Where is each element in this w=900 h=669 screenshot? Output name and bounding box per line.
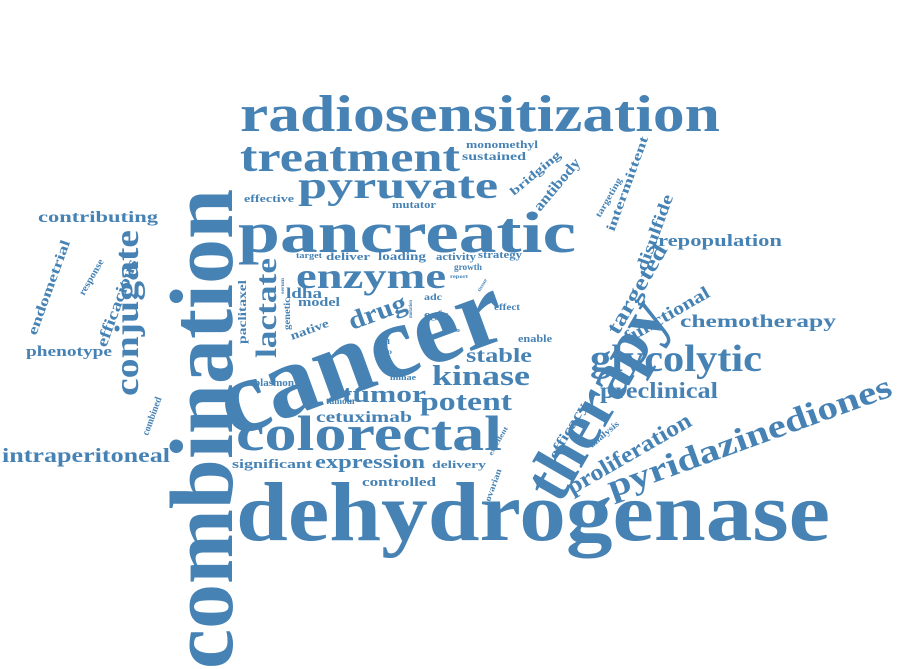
word-intraperitoneal: intraperitoneal [2,445,171,467]
word-egfr: egfr [424,310,449,321]
word-significant: significant [232,456,313,471]
word-potent: potent [420,387,512,416]
word-enable: enable [518,334,553,345]
word-expression: expression [315,452,426,473]
word-chemotherapy: chemotherapy [680,311,836,331]
word-sustained: sustained [462,149,526,163]
word-tumor: tumor [342,382,426,408]
word-contributing: contributing [38,209,158,226]
word-mutator: mutator [392,199,436,211]
word-mutation: mutation [409,300,414,318]
word-controlled: controlled [362,474,437,489]
word-endometrial: endometrial [26,238,74,337]
word-ldha: ldha [286,286,323,302]
word-response: response [77,257,107,298]
word-effective: effective [244,193,294,205]
word-cetuximab: cetuximab [316,409,412,426]
word-activity: activity [436,252,476,263]
word-plasmon: plasmon [254,378,294,389]
word-genetic: genetic [282,298,292,330]
word-effect: effect [494,302,520,312]
word-serum: serum [281,277,286,294]
word-radiosensitization: radiosensitization [240,86,720,143]
word-growth: growth [454,262,482,272]
word-pancreatic: pancreatic [238,200,576,265]
word-repopulation: repopulation [658,231,783,250]
word-adc: adc [424,292,442,302]
word-combination: combination [153,189,252,669]
word-colorectal: colorectal [236,405,502,461]
word-loading: loading [378,249,426,263]
word-vitro: vitro [444,328,460,334]
word-stable: stable [466,345,532,367]
word-glycolytic: glycolytic [590,338,762,380]
word-tepp: tepp [376,348,392,356]
word-tissue: tissue [477,278,489,293]
word-deliver: deliver [326,251,370,263]
word-conjugate: conjugate [109,230,146,396]
word-cell: cell [376,338,390,346]
word-monomethyl: monomethyl [466,139,538,151]
word-lactate: lactate [250,258,283,358]
word-preclinical: preclinical [600,378,718,403]
word-tumour: tumour [326,396,356,406]
word-mmae: mmae [390,373,417,382]
word-strategy: strategy [478,250,522,261]
word-dehydrogenase: dehydrogenase [236,466,830,559]
word-phenotype: phenotype [26,344,112,360]
word-report: report [450,275,468,280]
word-pyruvate: pyruvate [298,165,498,207]
word-treatment: treatment [240,135,460,181]
word-kinase: kinase [432,361,530,392]
word-model: model [298,294,340,309]
word-delivery: delivery [432,459,487,471]
word-enzyme: enzyme [296,256,446,296]
word-target: target [296,251,322,260]
word-paclitaxel: paclitaxel [235,279,249,344]
